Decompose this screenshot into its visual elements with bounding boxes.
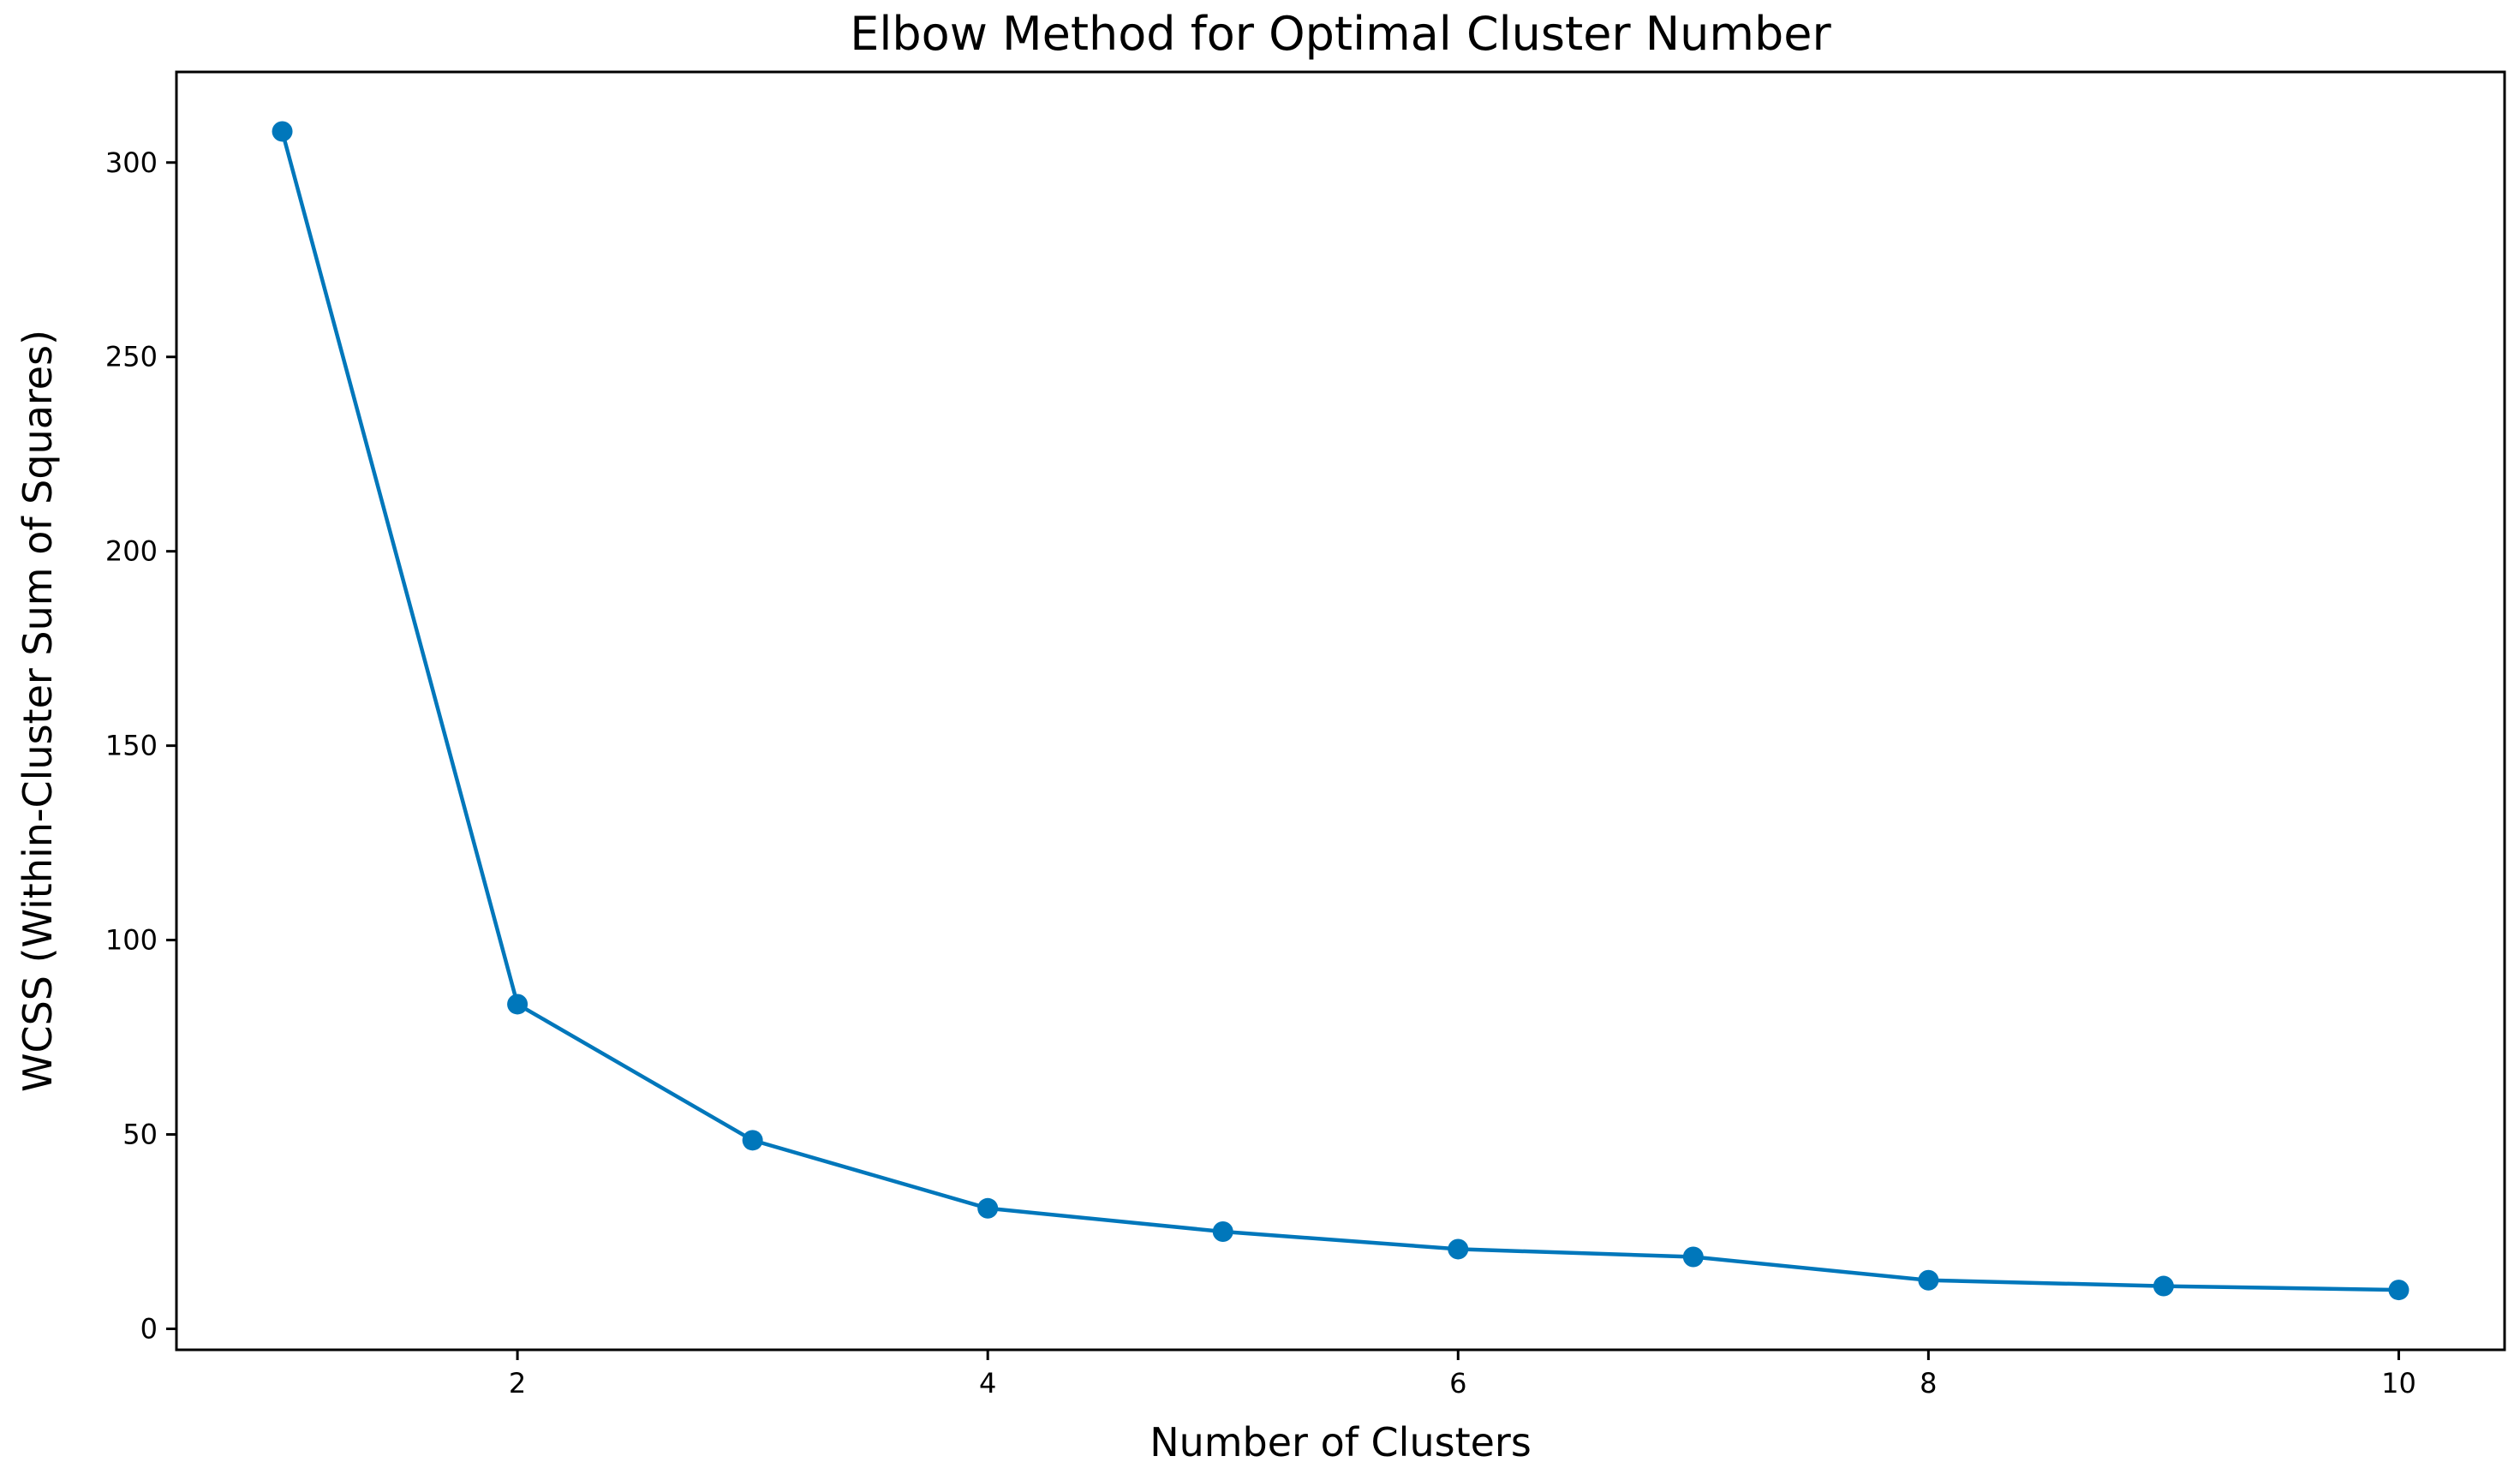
y-axis-label: WCSS (Within-Cluster Sum of Squares) [15, 330, 61, 1092]
x-tick-label: 2 [509, 1367, 526, 1399]
x-tick-label: 8 [1920, 1367, 1937, 1399]
plot-area-frame [175, 70, 2506, 1352]
y-tick-label: 100 [105, 924, 158, 957]
y-tick-label: 150 [105, 730, 158, 762]
chart-title: Elbow Method for Optimal Cluster Number [850, 7, 1831, 61]
y-tick-label: 250 [105, 341, 158, 373]
y-axis-ticks: 0 50 100 150 200 250 300 [105, 146, 176, 1345]
data-point [742, 1130, 763, 1151]
data-point [977, 1197, 999, 1219]
y-tick-label: 300 [105, 146, 158, 179]
y-tick-label: 50 [122, 1119, 158, 1151]
series-line [280, 129, 2401, 1292]
data-point [272, 121, 293, 142]
data-point [1918, 1269, 1939, 1291]
series-group [272, 121, 2410, 1301]
x-tick-label: 10 [2381, 1367, 2416, 1399]
data-point [507, 994, 528, 1015]
data-point [1682, 1246, 1704, 1268]
x-tick-label: 6 [1449, 1367, 1466, 1399]
data-point [2388, 1280, 2410, 1301]
y-tick-label: 0 [140, 1312, 158, 1345]
x-axis-label: Number of Clusters [1150, 1419, 1532, 1465]
y-tick-label: 200 [105, 535, 158, 568]
data-point [2153, 1275, 2174, 1297]
data-point [1212, 1221, 1233, 1243]
x-axis-ticks: 2 4 6 8 10 [509, 1350, 2416, 1399]
x-tick-label: 4 [979, 1367, 996, 1399]
data-point [1448, 1238, 1469, 1260]
